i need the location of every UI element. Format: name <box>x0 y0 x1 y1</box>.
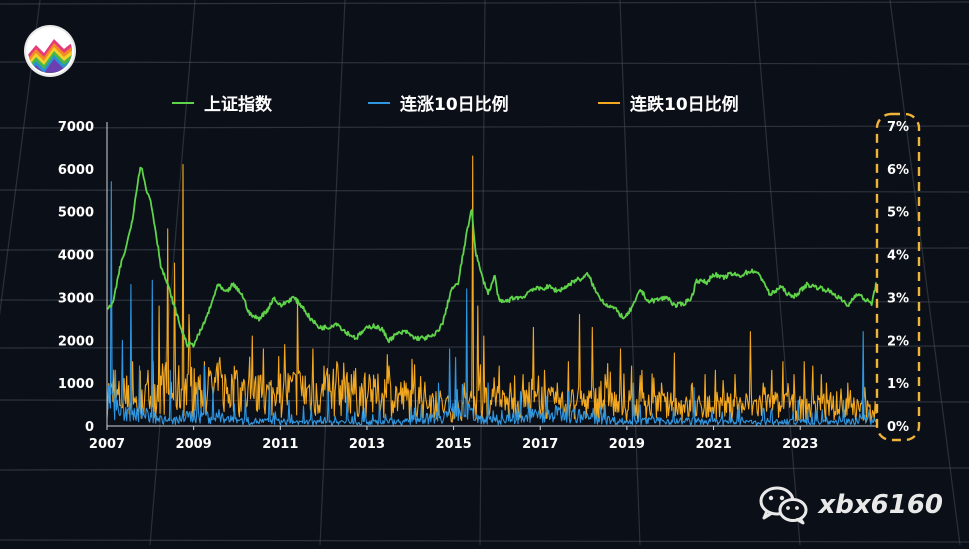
bg-grid-horizontal-line <box>0 125 969 129</box>
right-tick-label: 2% <box>887 334 909 349</box>
right-axis-highlight-box <box>875 112 921 442</box>
right-axis: 0% 1% 2% 3% 4% 5% 6% 7% <box>887 120 909 435</box>
left-tick-label: 0 <box>85 420 94 435</box>
legend-label-up10: 连涨10日比例 <box>400 95 509 115</box>
right-tick-label: 3% <box>887 291 909 306</box>
left-tick-label: 6000 <box>58 163 94 178</box>
x-tick-label: 2023 <box>782 437 818 452</box>
right-tick-label: 0% <box>887 420 909 435</box>
legend-swatch-down10 <box>598 101 620 104</box>
bg-grid-vertical-line <box>479 0 486 546</box>
x-tick-label: 2009 <box>176 437 212 452</box>
left-axis: 0 1000 2000 3000 4000 5000 6000 7000 <box>58 120 94 435</box>
x-tick-label: 2011 <box>262 437 298 452</box>
legend-item-index: 上证指数 <box>172 90 272 115</box>
legend-item-up10: 连涨10日比例 <box>368 90 509 115</box>
legend-swatch-index <box>172 101 194 104</box>
bg-grid-vertical-line <box>619 0 641 546</box>
right-tick-label: 7% <box>887 120 909 135</box>
x-axis: 2007 2009 2011 2013 2015 2017 2019 2021 2023 <box>89 122 876 452</box>
bg-grid-vertical-line <box>889 0 961 546</box>
x-tick-label: 2021 <box>695 437 731 452</box>
bg-grid-horizontal-line <box>0 539 969 543</box>
left-tick-label: 5000 <box>58 206 94 221</box>
right-tick-label: 6% <box>887 163 909 178</box>
legend-item-down10: 连跌10日比例 <box>598 90 739 115</box>
watermark: xbx6160 <box>758 485 943 525</box>
x-tick-label: 2017 <box>522 437 558 452</box>
series-line-连涨10日比例 <box>106 181 877 426</box>
left-tick-label: 7000 <box>58 120 94 135</box>
bg-grid-horizontal-line <box>0 467 969 471</box>
mountain-stripes-logo-icon <box>26 27 74 75</box>
right-tick-label: 5% <box>887 206 909 221</box>
plot-series <box>106 155 877 426</box>
bg-grid-vertical-line <box>149 0 196 546</box>
chart-legend: 上证指数 连涨10日比例 连跌10日比例 <box>0 90 969 115</box>
legend-swatch-up10 <box>368 101 390 104</box>
bg-grid-horizontal-line <box>0 189 969 193</box>
bg-grid-vertical-line <box>754 0 801 546</box>
x-tick-label: 2019 <box>609 437 645 452</box>
bg-grid-horizontal-line <box>0 345 969 349</box>
bg-grid-horizontal-line <box>0 299 969 303</box>
x-tick-label: 2007 <box>89 437 125 452</box>
bg-grid-horizontal-line <box>0 247 969 251</box>
wechat-icon <box>759 486 808 525</box>
x-tick-label: 2013 <box>349 437 385 452</box>
legend-label-index: 上证指数 <box>204 95 272 115</box>
x-tick-label: 2015 <box>435 437 471 452</box>
bg-grid-vertical-line <box>319 0 346 546</box>
left-tick-label: 2000 <box>58 334 94 349</box>
left-tick-label: 3000 <box>58 291 94 306</box>
right-tick-label: 4% <box>887 249 909 264</box>
series-line-index <box>106 166 877 348</box>
bg-grid-vertical-line <box>0 0 41 317</box>
legend-label-down10: 连跌10日比例 <box>630 95 739 115</box>
left-tick-label: 1000 <box>58 377 94 392</box>
left-tick-label: 4000 <box>58 249 94 264</box>
watermark-text: xbx6160 <box>818 490 943 520</box>
series-line-连跌10日比例 <box>106 155 877 423</box>
right-tick-label: 1% <box>887 377 909 392</box>
